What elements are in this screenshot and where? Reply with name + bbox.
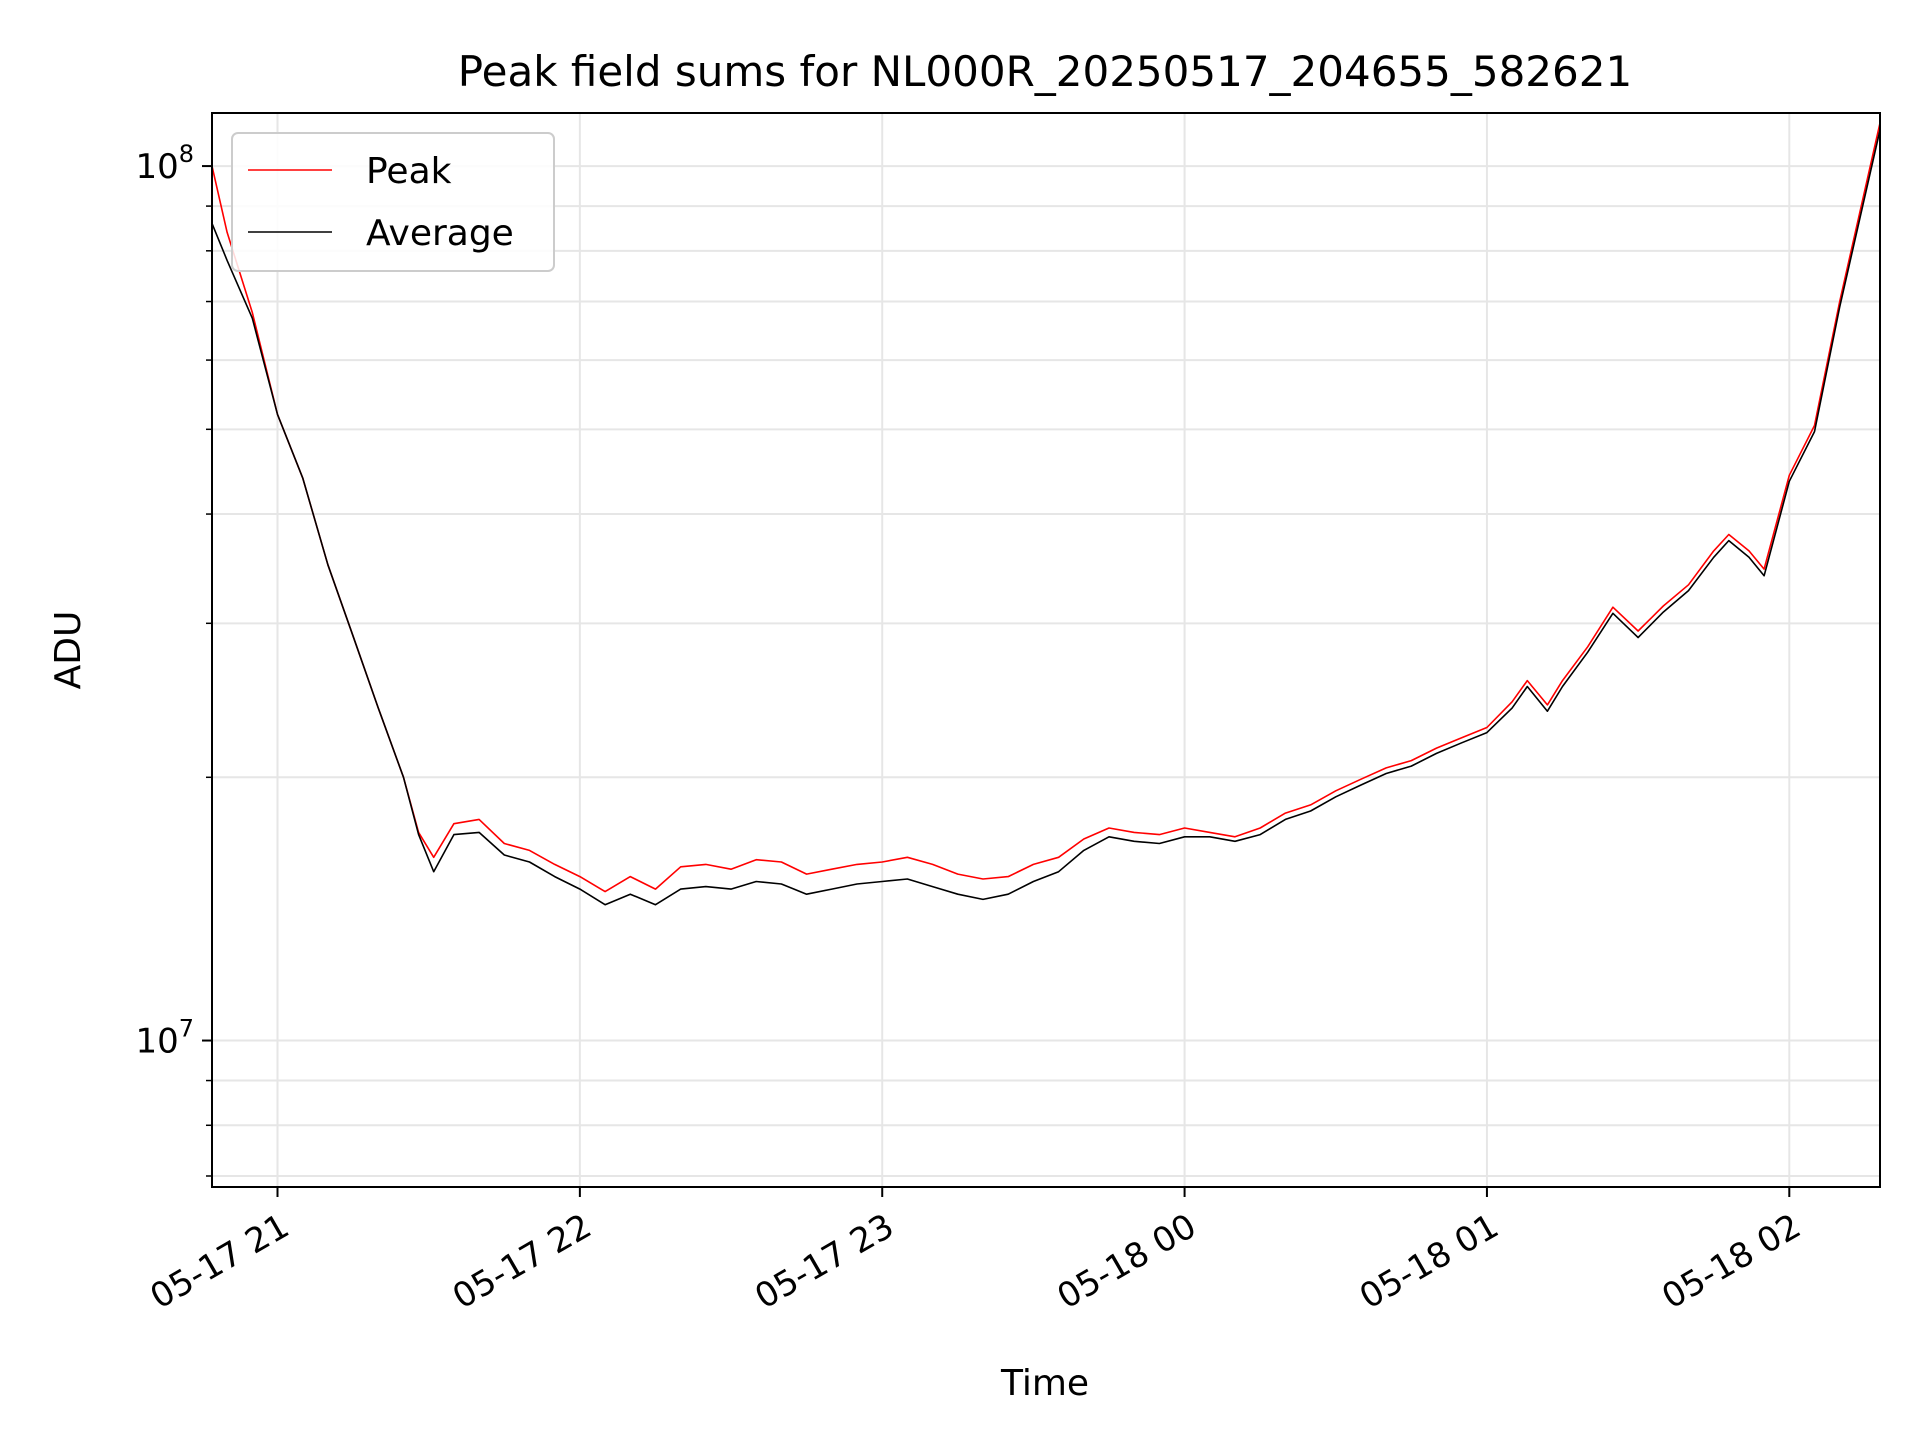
y-axis-ticks: 107 108 [135,140,212,1177]
legend: Peak Average [231,132,555,272]
y-tick-label: 108 [135,140,194,187]
chart-title: Peak field sums for NL000R_20250517_2046… [458,47,1632,96]
legend-label-peak: Peak [366,151,452,192]
series-line-peak [211,122,1881,893]
x-axis-label: Time [1000,1363,1089,1404]
grid [212,113,1880,1187]
legend-box [231,132,555,272]
y-tick-label: 107 [135,1015,194,1062]
series-line-average [211,129,1881,906]
legend-label-average: Average [366,213,514,254]
y-axis-label: ADU [48,611,89,690]
plot-series [211,122,1881,906]
plot-frame [211,112,1881,1188]
